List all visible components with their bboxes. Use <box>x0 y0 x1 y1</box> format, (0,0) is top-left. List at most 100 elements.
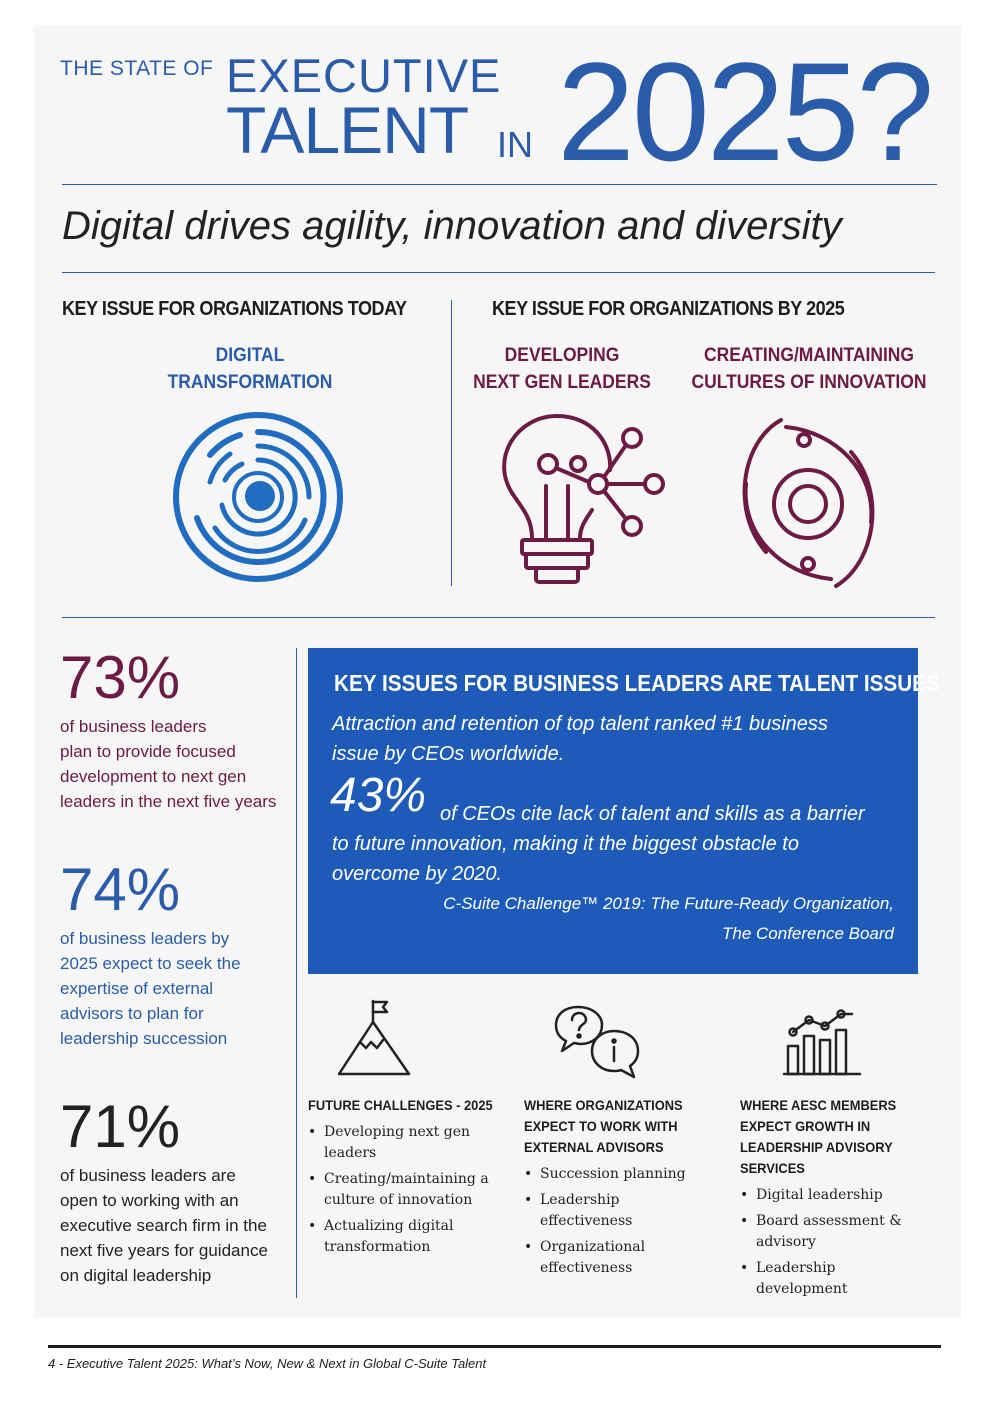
header-state-of: THE STATE OF <box>60 57 214 80</box>
list-item: Actualizing digital transformation <box>308 1216 513 1258</box>
stat-73-text-line: of business leaders <box>60 717 207 736</box>
future-challenges-list: Developing next gen leaders Creating/main… <box>308 1122 513 1258</box>
future-challenges-column: FUTURE CHALLENGES - 2025 Developing next… <box>308 1095 513 1263</box>
stat-73-value: 73% <box>60 644 181 711</box>
issues-divider <box>451 300 452 586</box>
column-heading-line: WHERE AESC MEMBERS <box>740 1097 897 1113</box>
footer-rule <box>48 1345 941 1348</box>
stat-71-text-line: executive search firm in the <box>60 1216 267 1235</box>
talent-issues-line1: Attraction and retention of top talent r… <box>332 713 828 735</box>
future-heading: KEY ISSUE FOR ORGANIZATIONS BY 2025 <box>492 298 845 320</box>
subtitle-rule <box>62 272 935 273</box>
talent-issues-line4: to future innovation, making it the bigg… <box>332 833 799 855</box>
today-issue-line1: DIGITAL <box>215 345 285 366</box>
digital-target-icon <box>170 410 345 585</box>
stat-74-text-line: 2025 expect to seek the <box>60 954 241 973</box>
header-in: IN <box>497 124 533 165</box>
talent-issues-pct: 43% <box>330 769 427 822</box>
column-heading-line: LEADERSHIP ADVISORY <box>740 1139 893 1155</box>
external-advisors-column: WHERE ORGANIZATIONS EXPECT TO WORK WITH … <box>524 1095 729 1284</box>
column-heading-line: WHERE ORGANIZATIONS <box>524 1097 683 1113</box>
list-item: Creating/maintaining a culture of innovat… <box>308 1169 513 1211</box>
column-heading-line: SERVICES <box>740 1160 805 1176</box>
list-item-line: Leadership <box>756 1260 836 1276</box>
talent-issues-box: KEY ISSUES FOR BUSINESS LEADERS ARE TALE… <box>308 648 940 974</box>
list-item: Organizational effectiveness <box>524 1237 729 1279</box>
talent-issues-line2: issue by CEOs worldwide. <box>332 743 565 765</box>
list-item-line: transformation <box>324 1239 431 1255</box>
section-rule <box>62 617 935 618</box>
lightbulb-network-icon <box>492 408 672 593</box>
stat-74-value: 74% <box>60 856 181 923</box>
stat-71-value: 71% <box>60 1093 181 1160</box>
list-item-line: Organizational <box>540 1239 646 1255</box>
talent-issues-line5: overcome by 2020. <box>332 863 503 885</box>
list-item: Digital leadership <box>740 1185 940 1206</box>
aesc-growth-heading: WHERE AESC MEMBERS EXPECT GROWTH IN LEAD… <box>740 1095 924 1179</box>
list-item-line: Actualizing digital <box>324 1218 454 1234</box>
header-talent: TALENT <box>226 93 469 167</box>
stat-73-text-line: leaders in the next five years <box>60 792 277 811</box>
stat-74-text-line: leadership succession <box>60 1029 228 1048</box>
future-issue-1: DEVELOPING NEXT GEN LEADERS <box>470 342 654 396</box>
stat-71: 71% of business leaders are open to work… <box>60 1097 292 1288</box>
stat-71-text: of business leaders are open to working … <box>60 1163 292 1288</box>
stat-71-text-line: open to working with an <box>60 1191 239 1210</box>
header-rule <box>62 184 937 185</box>
stats-divider <box>296 648 297 1298</box>
list-item-line: Board assessment & <box>756 1213 902 1229</box>
stat-74-text-line: expertise of external <box>60 979 214 998</box>
today-issue-line2: TRANSFORMATION <box>167 372 333 393</box>
list-item-line: effectiveness <box>540 1213 633 1229</box>
future-issue-2-line1: CREATING/MAINTAINING <box>703 345 915 366</box>
mountain-flag-icon <box>333 998 418 1078</box>
list-item: Leadership effectiveness <box>524 1190 729 1232</box>
stat-71-text-line: of business leaders are <box>60 1166 236 1185</box>
stat-71-text-line: on digital leadership <box>60 1266 212 1285</box>
list-item: Succession planning <box>524 1164 729 1185</box>
today-heading: KEY ISSUE FOR ORGANIZATIONS TODAY <box>62 298 407 320</box>
today-issue: DIGITAL TRANSFORMATION <box>158 342 342 396</box>
external-advisors-list: Succession planning Leadership effectiven… <box>524 1164 729 1279</box>
list-item-line: Developing next gen <box>324 1124 471 1140</box>
orbit-eye-icon <box>736 412 881 594</box>
list-item-line: Creating/maintaining a <box>324 1171 489 1187</box>
list-item-line: culture of innovation <box>324 1192 473 1208</box>
talent-issues-line3: of CEOs cite lack of talent and skills a… <box>440 803 865 825</box>
talent-issues-source2: The Conference Board <box>722 924 894 943</box>
list-item-line: advisory <box>756 1234 816 1250</box>
stat-73-text-line: development to next gen <box>60 767 247 786</box>
header-year: 2025? <box>557 33 934 190</box>
list-item-line: Leadership <box>540 1192 620 1208</box>
future-challenges-heading: FUTURE CHALLENGES - 2025 <box>308 1095 497 1116</box>
stat-71-text-line: next five years for guidance <box>60 1241 268 1260</box>
aesc-growth-column: WHERE AESC MEMBERS EXPECT GROWTH IN LEAD… <box>740 1095 940 1305</box>
list-item-line: Digital leadership <box>756 1187 883 1203</box>
aesc-growth-list: Digital leadership Board assessment & adv… <box>740 1185 940 1300</box>
talent-issues-heading: KEY ISSUES FOR BUSINESS LEADERS ARE TALE… <box>334 670 940 696</box>
column-heading-line: EXTERNAL ADVISORS <box>524 1139 664 1155</box>
stat-74-text-line: of business leaders by <box>60 929 230 948</box>
external-advisors-heading: WHERE ORGANIZATIONS EXPECT TO WORK WITH … <box>524 1095 713 1158</box>
stat-74-text-line: advisors to plan for <box>60 1004 204 1023</box>
stat-74-text: of business leaders by 2025 expect to se… <box>60 926 290 1051</box>
bar-line-chart-icon <box>782 1004 862 1076</box>
page-footer: 4 - Executive Talent 2025: What’s Now, N… <box>48 1356 487 1371</box>
future-issue-1-line2: NEXT GEN LEADERS <box>473 372 651 393</box>
list-item-line: Succession planning <box>540 1166 686 1182</box>
column-heading-line: EXPECT GROWTH IN <box>740 1118 871 1134</box>
list-item: Developing next gen leaders <box>308 1122 513 1164</box>
column-heading-line: EXPECT TO WORK WITH <box>524 1118 678 1134</box>
future-issue-1-line1: DEVELOPING <box>504 345 620 366</box>
future-issue-2: CREATING/MAINTAINING CULTURES OF INNOVAT… <box>690 342 927 396</box>
list-item-line: leaders <box>324 1145 377 1161</box>
stat-73-text-line: plan to provide focused <box>60 742 236 761</box>
stat-73-text: of business leaders plan to provide focu… <box>60 714 290 814</box>
question-info-bubbles-icon <box>554 1003 642 1083</box>
subtitle: Digital drives agility, innovation and d… <box>62 204 842 248</box>
stat-74: 74% of business leaders by 2025 expect t… <box>60 860 290 1051</box>
list-item-line: development <box>756 1281 848 1297</box>
future-issue-2-line2: CULTURES OF INNOVATION <box>691 372 927 393</box>
header-executive: EXECUTIVE <box>226 49 502 102</box>
stat-73: 73% of business leaders plan to provide … <box>60 648 290 814</box>
